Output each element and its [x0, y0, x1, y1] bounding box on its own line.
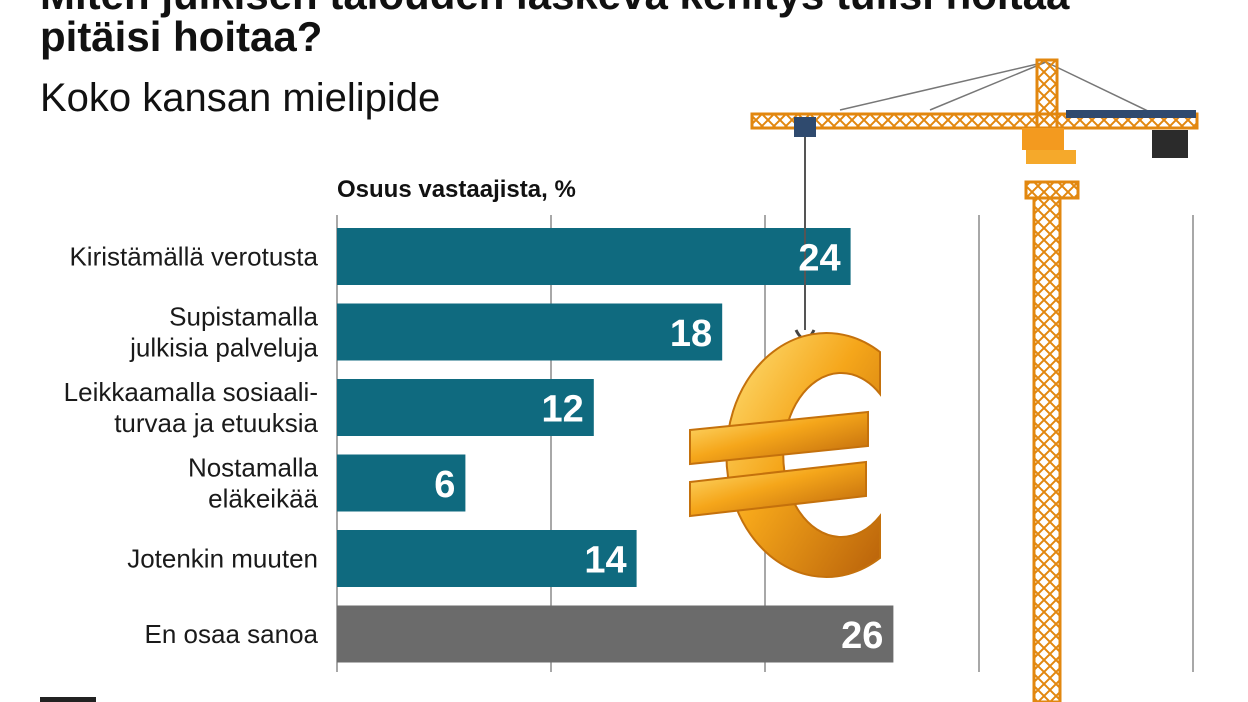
value-label-2: 18 [670, 313, 712, 355]
category-label-line: En osaa sanoa [145, 619, 319, 649]
category-label-line: julkisia palveluja [129, 333, 318, 363]
category-label-4: Nostamalla eläkeikää [188, 453, 319, 514]
value-labels: 24 18 12 6 14 26 [434, 238, 883, 658]
bars [337, 228, 894, 663]
value-label-6: 26 [841, 615, 883, 657]
category-label-line: Kiristämällä verotusta [69, 242, 318, 272]
value-label-1: 24 [798, 238, 840, 280]
category-label-line: Jotenkin muuten [127, 544, 318, 574]
tower-crane-icon [750, 58, 1199, 702]
bar-1 [337, 228, 851, 285]
bar-4 [337, 454, 466, 512]
title-line-1: Miten julkisen talouden laskeva kehitys … [40, 0, 1069, 18]
category-label-line: turvaa ja etuuksia [114, 408, 318, 438]
category-label-line: Nostamalla [188, 453, 319, 483]
value-label-3: 12 [542, 389, 584, 431]
source-mark [40, 697, 96, 702]
category-label-2: Supistamalla julkisia palveluja [129, 302, 318, 363]
category-label-line: eläkeikää [208, 484, 318, 514]
bar-2 [337, 303, 723, 361]
category-label-line: Leikkaamalla sosiaali- [64, 377, 318, 407]
euro-sign-icon [689, 332, 881, 578]
bar-6 [337, 605, 894, 663]
category-label-3: Leikkaamalla sosiaali-turvaa ja etuuksia [64, 377, 319, 438]
category-label-5: Jotenkin muuten [127, 544, 318, 574]
bar-5 [337, 530, 637, 587]
category-labels: Kiristämällä verotusta Supistamalla julkis… [64, 242, 319, 650]
page-title: pitäisi hoitaa? [40, 13, 323, 60]
category-label-1: Kiristämällä verotusta [69, 242, 318, 272]
category-label-line: Supistamalla [169, 302, 318, 332]
bar-3 [337, 379, 594, 436]
value-label-4: 6 [434, 464, 455, 506]
value-label-5: 14 [584, 540, 626, 582]
subtitle: Koko kansan mielipide [40, 76, 441, 120]
axis-title: Osuus vastaajista, % [337, 176, 576, 203]
category-label-6: En osaa sanoa [145, 619, 319, 649]
